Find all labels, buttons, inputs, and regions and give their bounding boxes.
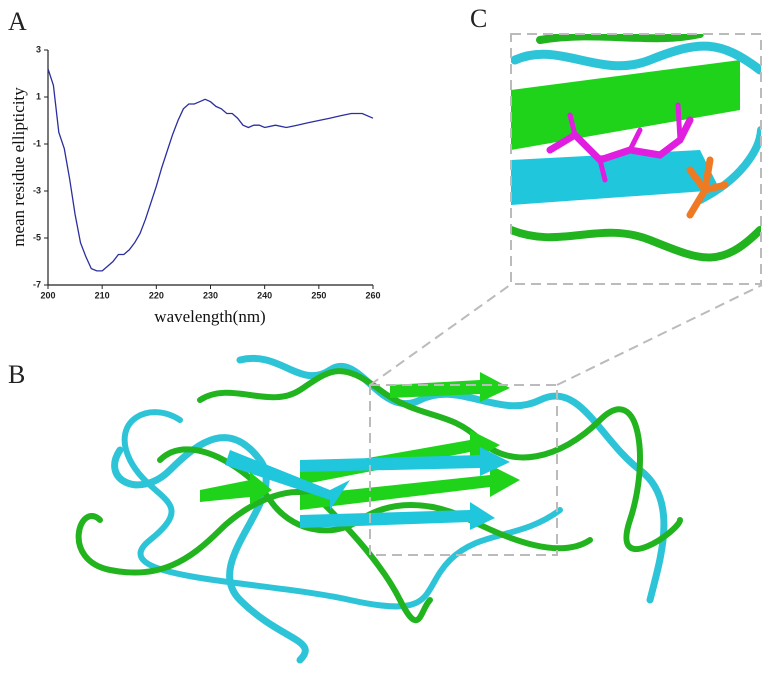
- y-tick-label: 3: [36, 44, 41, 54]
- binding-site: [511, 34, 761, 284]
- data-line: [47, 68, 374, 272]
- zoom-box: [369, 384, 558, 556]
- x-tick-label: 240: [257, 290, 272, 300]
- y-tick-label: -5: [33, 232, 41, 242]
- x-tick-label: 220: [149, 290, 164, 300]
- zoom-line: [369, 284, 511, 386]
- x-tick-label: 250: [311, 290, 326, 300]
- x-tick-label: 200: [40, 290, 55, 300]
- zoom-line: [556, 284, 763, 386]
- x-tick-label: 230: [203, 290, 218, 300]
- y-tick-label: 1: [36, 91, 41, 101]
- x-axis-label: wavelength(nm): [154, 307, 265, 326]
- zoom-frame: [510, 33, 762, 285]
- protein-structure: [75, 354, 683, 664]
- y-tick-label: -1: [33, 138, 41, 148]
- y-tick-label: -3: [33, 185, 41, 195]
- panel-label: C: [470, 4, 487, 33]
- panel-label: B: [8, 360, 25, 389]
- panel-label: A: [8, 7, 27, 36]
- x-tick-label: 210: [95, 290, 110, 300]
- x-tick-label: 260: [365, 290, 380, 300]
- y-tick-label: -7: [33, 279, 41, 289]
- y-axis-label: mean residue ellipticity: [9, 87, 28, 247]
